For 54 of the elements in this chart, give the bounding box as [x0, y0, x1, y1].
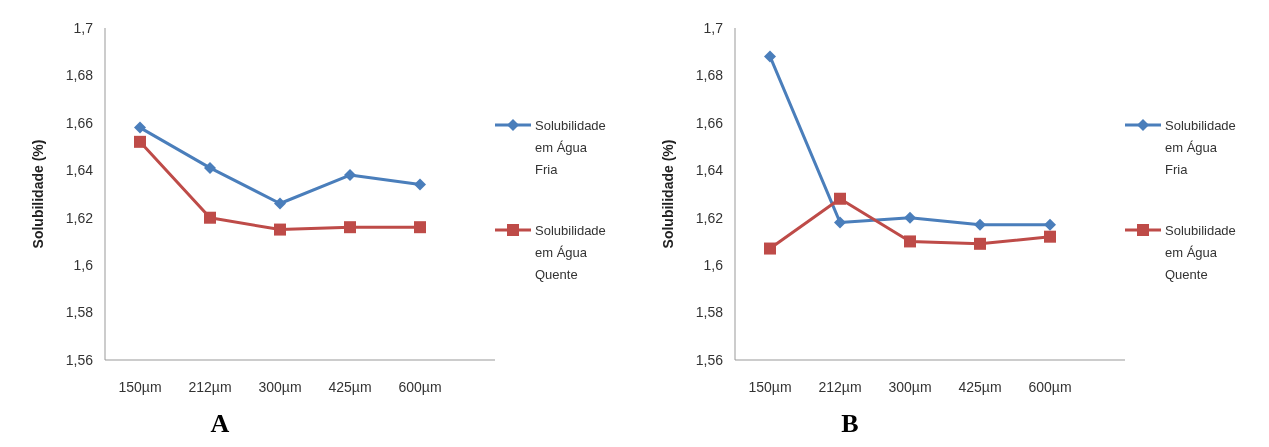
point [1044, 218, 1056, 231]
legend-label: Solubilidade em Água Fria [1165, 117, 1236, 177]
y-tick-label: 1,62 [65, 209, 94, 226]
legend-label: Solubilidade em Água Quente [535, 222, 606, 282]
point [204, 211, 216, 224]
y-tick-label: 1,58 [695, 304, 724, 321]
legend-label: Solubilidade em Água Quente [1165, 222, 1236, 282]
point [764, 242, 776, 255]
point [344, 221, 356, 234]
x-tick-label: 600µm [1028, 379, 1072, 395]
point [134, 121, 146, 134]
point [274, 197, 286, 210]
y-tick-label: 1,66 [695, 114, 724, 131]
point [974, 237, 986, 250]
y-tick-label: 1,62 [695, 209, 724, 226]
x-tick-label: 212µm [818, 379, 862, 395]
y-tick-label: 1,6 [73, 257, 94, 274]
point [904, 235, 916, 248]
x-tick-label: 212µm [188, 379, 232, 395]
y-tick-label: 1,58 [65, 304, 94, 321]
y-tick-label: 1,64 [65, 162, 94, 179]
y-tick-label: 1,56 [695, 351, 724, 368]
x-tick-label: 600µm [398, 379, 442, 395]
y-tick-label: 1,68 [695, 67, 724, 84]
y-tick-label: 1,7 [73, 19, 94, 36]
point [834, 216, 846, 229]
point [204, 161, 216, 174]
x-tick-label: 300µm [888, 379, 932, 395]
y-tick-label: 1,6 [703, 257, 724, 274]
y-tick-label: 1,7 [703, 19, 724, 36]
text: B [841, 409, 859, 438]
y-axis-title: Solubilidade (%) [30, 139, 46, 249]
x-tick-label: 425µm [958, 379, 1002, 395]
y-tick-label: 1,56 [65, 351, 94, 368]
point [1044, 230, 1056, 243]
y-tick-label: 1,68 [65, 67, 94, 84]
legend-label: Solubilidade em Água Fria [535, 117, 606, 177]
x-tick-label: 425µm [328, 379, 372, 395]
text: A [210, 409, 230, 438]
point [274, 223, 286, 236]
x-tick-label: 150µm [748, 379, 792, 395]
x-tick-label: 150µm [118, 379, 162, 395]
point [834, 192, 846, 205]
y-axis-title: Solubilidade (%) [660, 139, 676, 249]
point [414, 221, 426, 234]
point [974, 218, 986, 231]
point [344, 169, 356, 182]
point [134, 135, 146, 148]
point [904, 211, 916, 224]
y-tick-label: 1,64 [695, 162, 724, 179]
y-tick-label: 1,66 [65, 114, 94, 131]
point [764, 50, 776, 63]
x-tick-label: 300µm [258, 379, 302, 395]
point [414, 178, 426, 191]
